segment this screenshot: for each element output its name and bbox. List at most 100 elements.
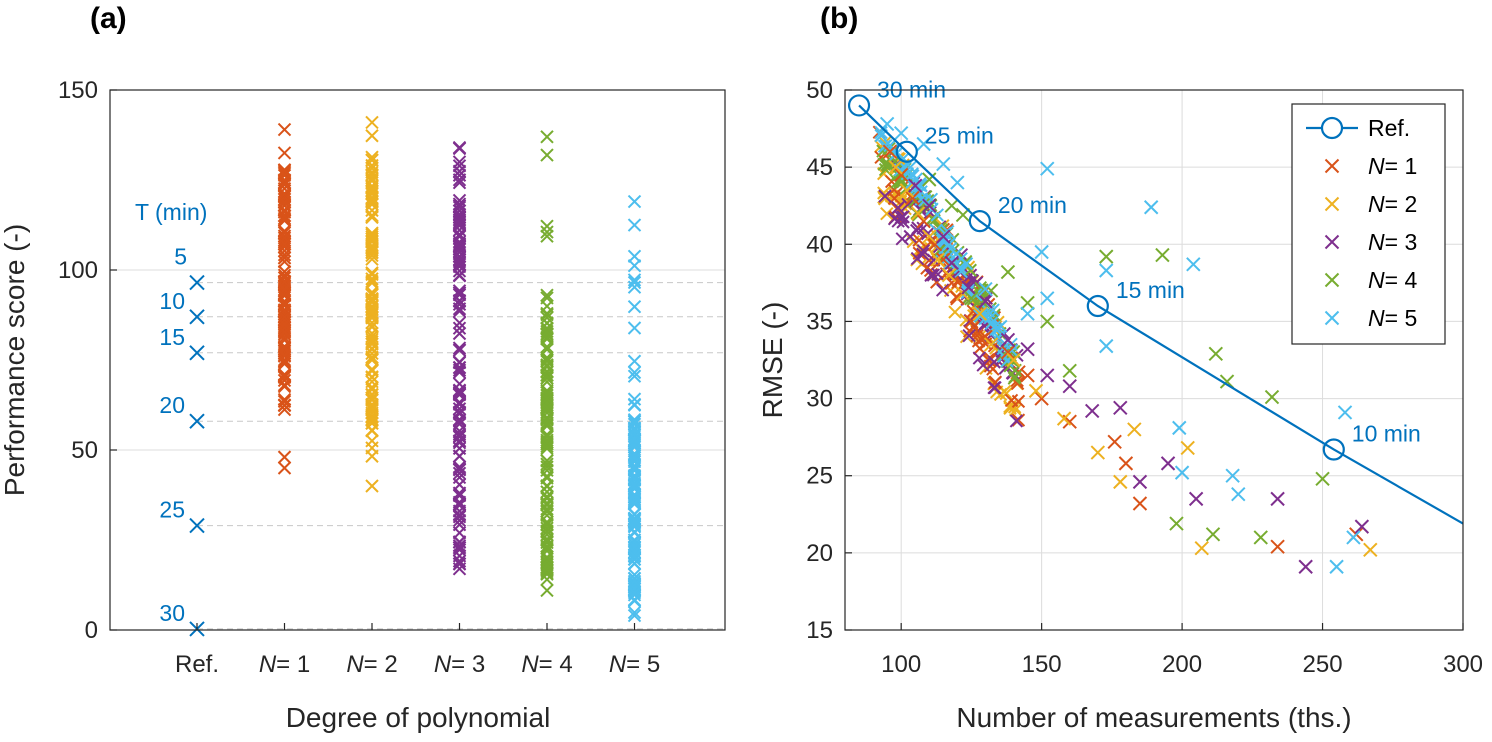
- panel-a-point: [540, 391, 554, 406]
- panel-a-point: [365, 274, 379, 289]
- panel-a-point: [540, 498, 554, 512]
- panel-b-point: [930, 252, 945, 267]
- panel-a-point: [540, 439, 554, 454]
- panel-b-point-N3: [988, 381, 1002, 395]
- panel-a-series-N5: [627, 194, 642, 623]
- panel-a-point: [277, 353, 292, 367]
- panel-a-ref-label: 10: [159, 288, 185, 314]
- panel-a-point: [540, 550, 554, 564]
- panel-a-point: [540, 563, 554, 577]
- panel-a-series-N4: [540, 130, 554, 598]
- panel-a-point: [452, 554, 467, 568]
- panel-a-point: [365, 129, 379, 143]
- panel-a-point: [540, 350, 554, 365]
- panel-b-point: [1062, 379, 1077, 394]
- panel-b-point-N3: [962, 329, 976, 343]
- panel-b-point: [922, 172, 937, 187]
- panel-a-point: [365, 319, 379, 333]
- panel-a-point: [452, 508, 467, 522]
- panel-b-series-N3: [908, 178, 1370, 574]
- panel-a-point: [277, 398, 292, 412]
- panel-a-series-N1: [277, 122, 292, 475]
- panel-b-point: [1132, 496, 1148, 511]
- panel-b-point: [922, 198, 937, 213]
- panel-a-point: [452, 235, 467, 249]
- panel-a-point: [277, 264, 292, 279]
- panel-a-point: [277, 164, 292, 179]
- panel-a-point: [365, 387, 379, 402]
- panel-a-xtick-label-symbol: N: [521, 651, 539, 678]
- panel-a-point: [540, 148, 554, 162]
- panel-a-point: [452, 539, 467, 553]
- panel-b-ref-marker: [968, 210, 991, 233]
- panel-a-point: [277, 122, 292, 137]
- panel-a-point: [452, 229, 467, 244]
- panel-b-point: [908, 178, 923, 193]
- panel-b-point: [1020, 306, 1035, 321]
- panel-b-point-N5: [942, 256, 957, 271]
- panel-a-point: [365, 316, 379, 330]
- panel-a-point: [277, 231, 292, 245]
- panel-a-point: [452, 297, 467, 312]
- panel-b-point: [1174, 465, 1190, 480]
- panel-a-point: [277, 163, 292, 177]
- panel-a-point: [540, 327, 554, 341]
- panel-b-point: [983, 283, 999, 298]
- panel-a-point: [277, 289, 292, 303]
- panel-b-point-N3: [903, 229, 917, 244]
- panel-b-point: [964, 291, 979, 306]
- panel-a-point: [627, 194, 642, 209]
- panel-a-ref-label: 15: [159, 324, 185, 350]
- panel-a-ytick-label: 100: [58, 257, 98, 284]
- panel-a-point: [452, 486, 467, 500]
- panel-b-ref-marker: [1086, 294, 1109, 318]
- panel-a-xtick-label-symbol: N: [259, 651, 277, 678]
- panel-a-point: [627, 273, 642, 287]
- panel-b-point: [1205, 527, 1221, 542]
- panel-b-legend-box: [1291, 103, 1446, 345]
- panel-b-point-N1: [1004, 393, 1019, 408]
- panel-b-point: [950, 175, 965, 190]
- panel-a-point: [365, 353, 379, 367]
- panel-b-point: [1034, 244, 1049, 260]
- panel-a-point: [277, 187, 292, 201]
- panel-a-point: [365, 240, 379, 254]
- panel-b-point-N5: [883, 138, 897, 153]
- panel-a-ref-point: [189, 413, 205, 429]
- panel-b-legend-label-value: = 3: [1385, 229, 1418, 255]
- panel-a-point: [277, 282, 292, 297]
- panel-a-ref-point: [189, 309, 205, 325]
- panel-b-point: [1363, 542, 1378, 557]
- panel-a-point: [365, 243, 379, 258]
- panel-a-point: [365, 195, 379, 209]
- panel-b-point: [1107, 434, 1122, 449]
- panel-b-point: [1172, 420, 1187, 436]
- panel-b-point: [1020, 341, 1035, 357]
- panel-b-tag: (b): [820, 2, 858, 35]
- panel-a-point: [627, 450, 642, 465]
- panel-a-point: [627, 512, 642, 527]
- panel-a-xtick-label-symbol: N: [434, 651, 452, 678]
- panel-a-point: [452, 405, 467, 420]
- panel-a-point: [277, 461, 292, 475]
- panel-b-point: [1020, 368, 1035, 383]
- panel-b-point-N2: [948, 305, 962, 319]
- panel-a-point: [277, 286, 292, 300]
- panel-a-point: [365, 449, 379, 463]
- panel-a-series-N3: [452, 140, 467, 576]
- panel-b-point: [916, 136, 931, 152]
- panel-b-point: [1040, 314, 1055, 329]
- panel-a-point: [277, 315, 292, 330]
- panel-b-point: [1113, 400, 1128, 416]
- panel-a-ref-header: T (min): [135, 199, 207, 225]
- panel-b-point-N3: [895, 232, 909, 246]
- panel-b-point: [1062, 363, 1077, 379]
- panel-b-series-N5: [879, 116, 1361, 574]
- panel-b-point-N1: [912, 233, 926, 247]
- panel-b-point-N3: [926, 268, 941, 282]
- panel-b-point: [944, 255, 959, 271]
